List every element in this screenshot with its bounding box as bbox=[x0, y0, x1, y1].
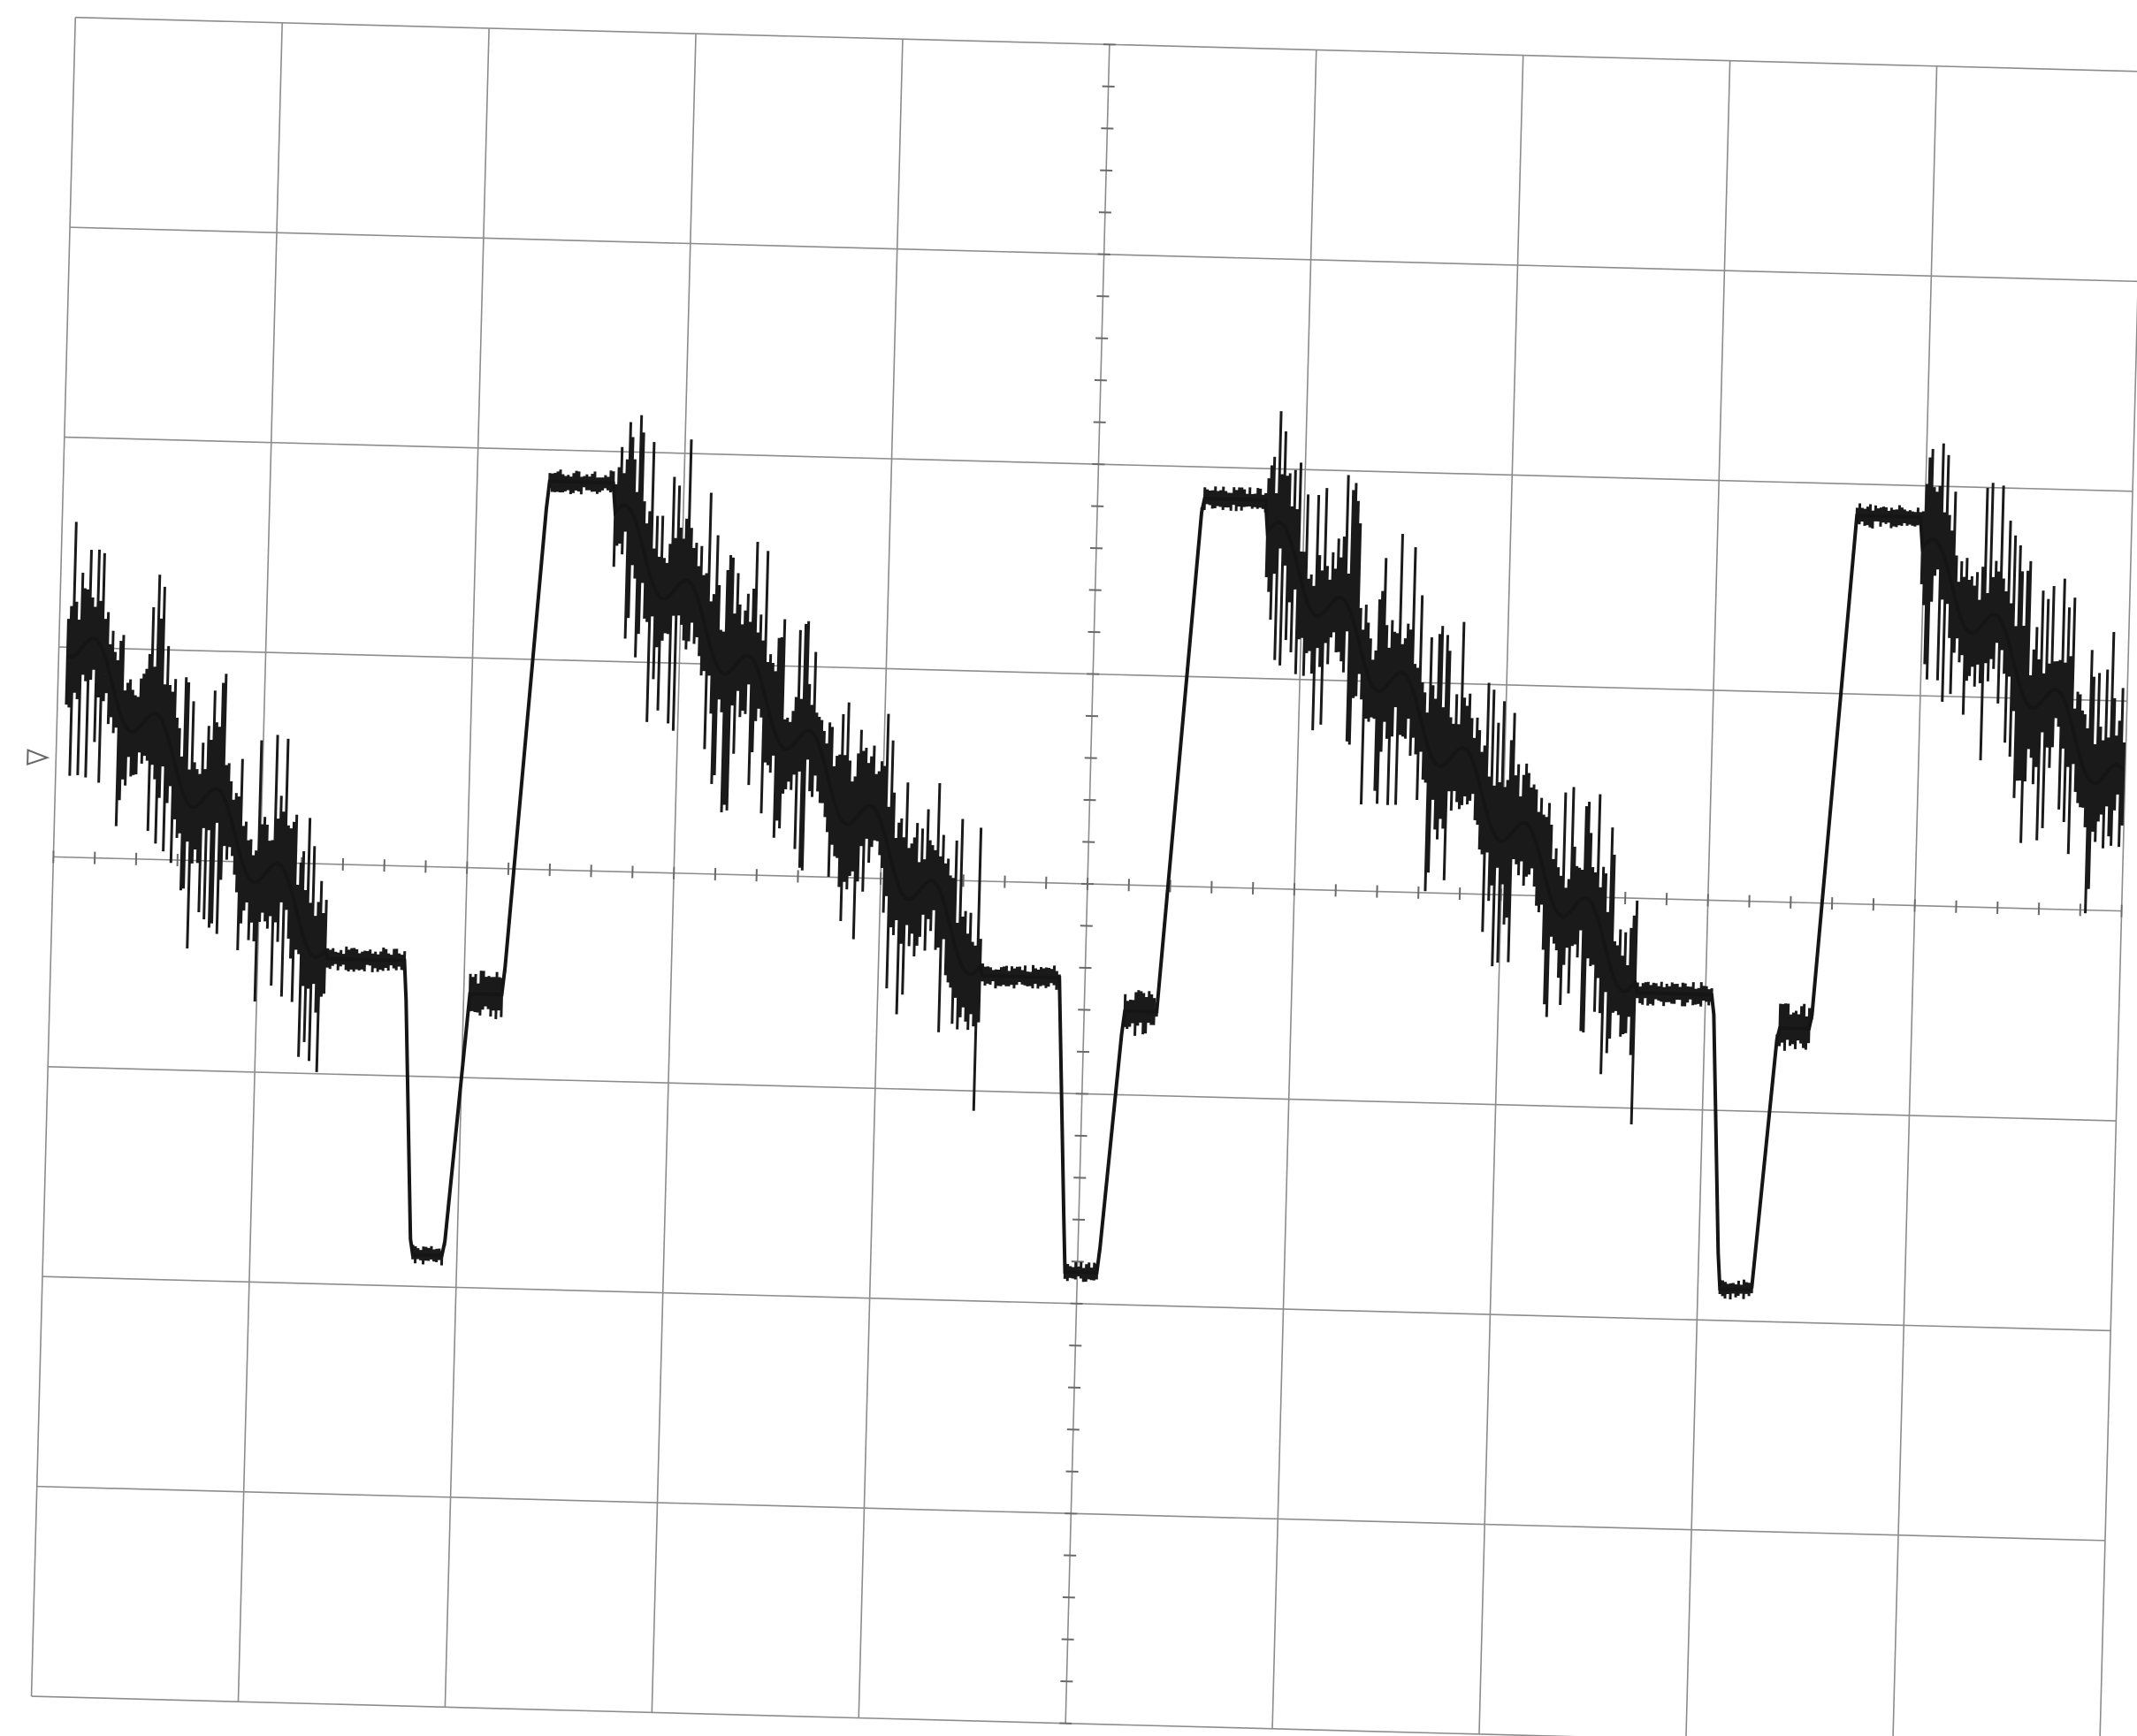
graticule-group bbox=[27, 16, 2137, 1736]
ground-marker bbox=[27, 749, 50, 765]
waveform-core bbox=[66, 479, 2126, 1292]
